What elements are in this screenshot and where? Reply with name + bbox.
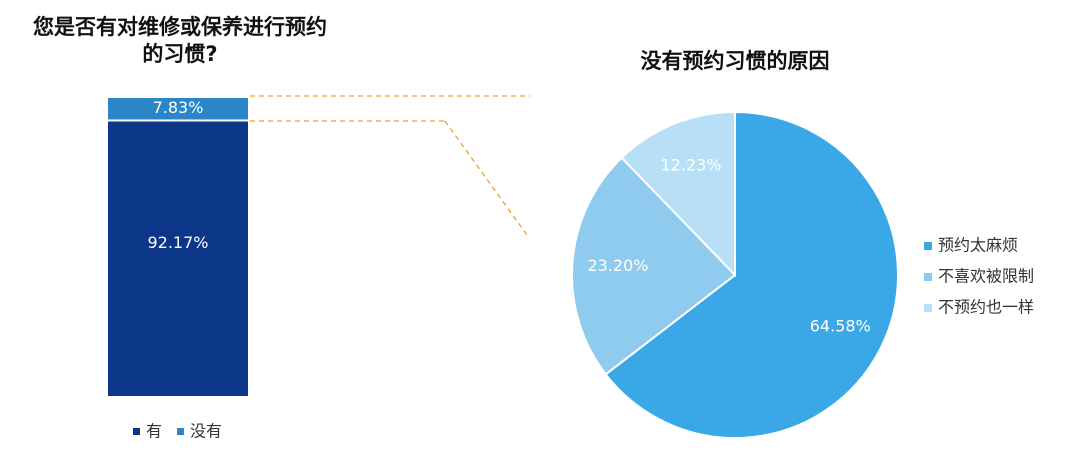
value-label: 23.20% [587,256,648,275]
bar-segment [106,96,250,122]
value-label: 92.17% [147,233,208,252]
connector-line [444,120,528,236]
legend-swatch [177,428,184,435]
value-label: 7.83% [153,98,204,117]
pie-slice [604,110,899,439]
pie-slice [571,156,737,376]
legend-label: 没有 [190,422,222,441]
value-label: 64.58% [810,316,871,335]
legend-label: 预约太麻烦 [938,236,1018,255]
legend-label: 不喜欢被限制 [938,267,1034,286]
legend-swatch [924,242,932,250]
pie-slice [620,110,736,278]
legend-label: 有 [146,422,162,441]
legend-swatch [133,428,140,435]
bar-title: 您是否有对维修或保养进行预约的习惯? [33,15,327,66]
pie-title: 没有预约习惯的原因 [641,49,830,73]
value-label: 12.23% [661,156,722,175]
legend-swatch [924,304,932,312]
legend-swatch [924,273,932,281]
bar-segment [106,119,250,399]
legend-label: 不预约也一样 [938,298,1034,317]
